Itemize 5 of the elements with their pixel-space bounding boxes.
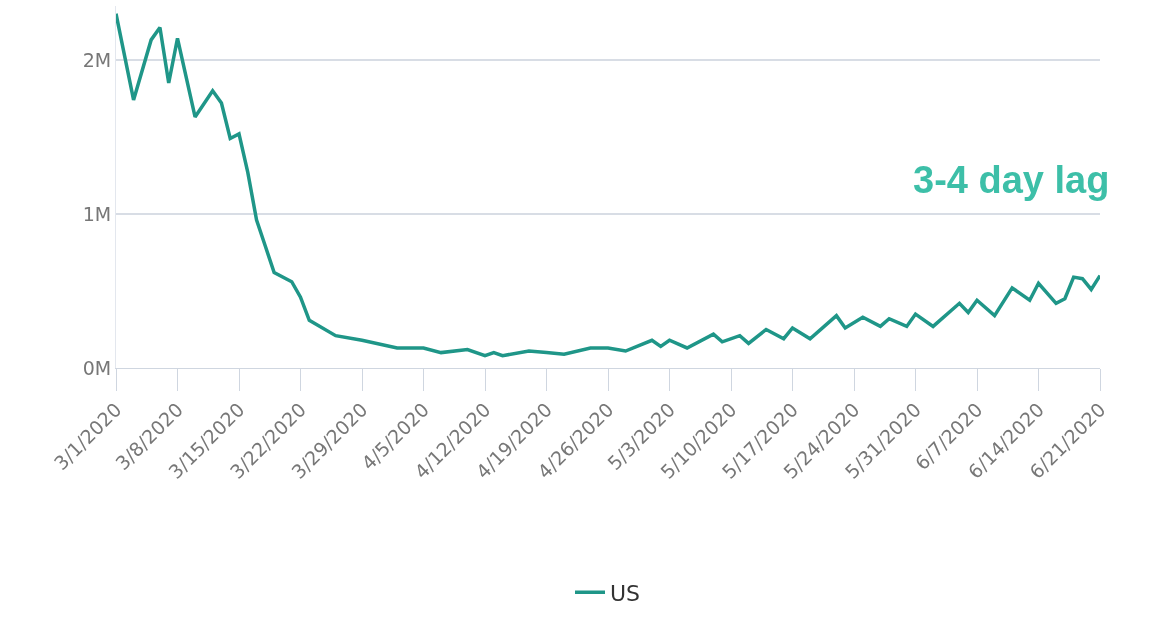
- annotation: 3-4 day lag: [913, 159, 1110, 201]
- y-tick-label: 1M: [82, 202, 112, 225]
- y-tick-label: 2M: [82, 48, 112, 71]
- legend-label: US: [610, 580, 641, 606]
- y-tick-label: 0M: [82, 356, 112, 379]
